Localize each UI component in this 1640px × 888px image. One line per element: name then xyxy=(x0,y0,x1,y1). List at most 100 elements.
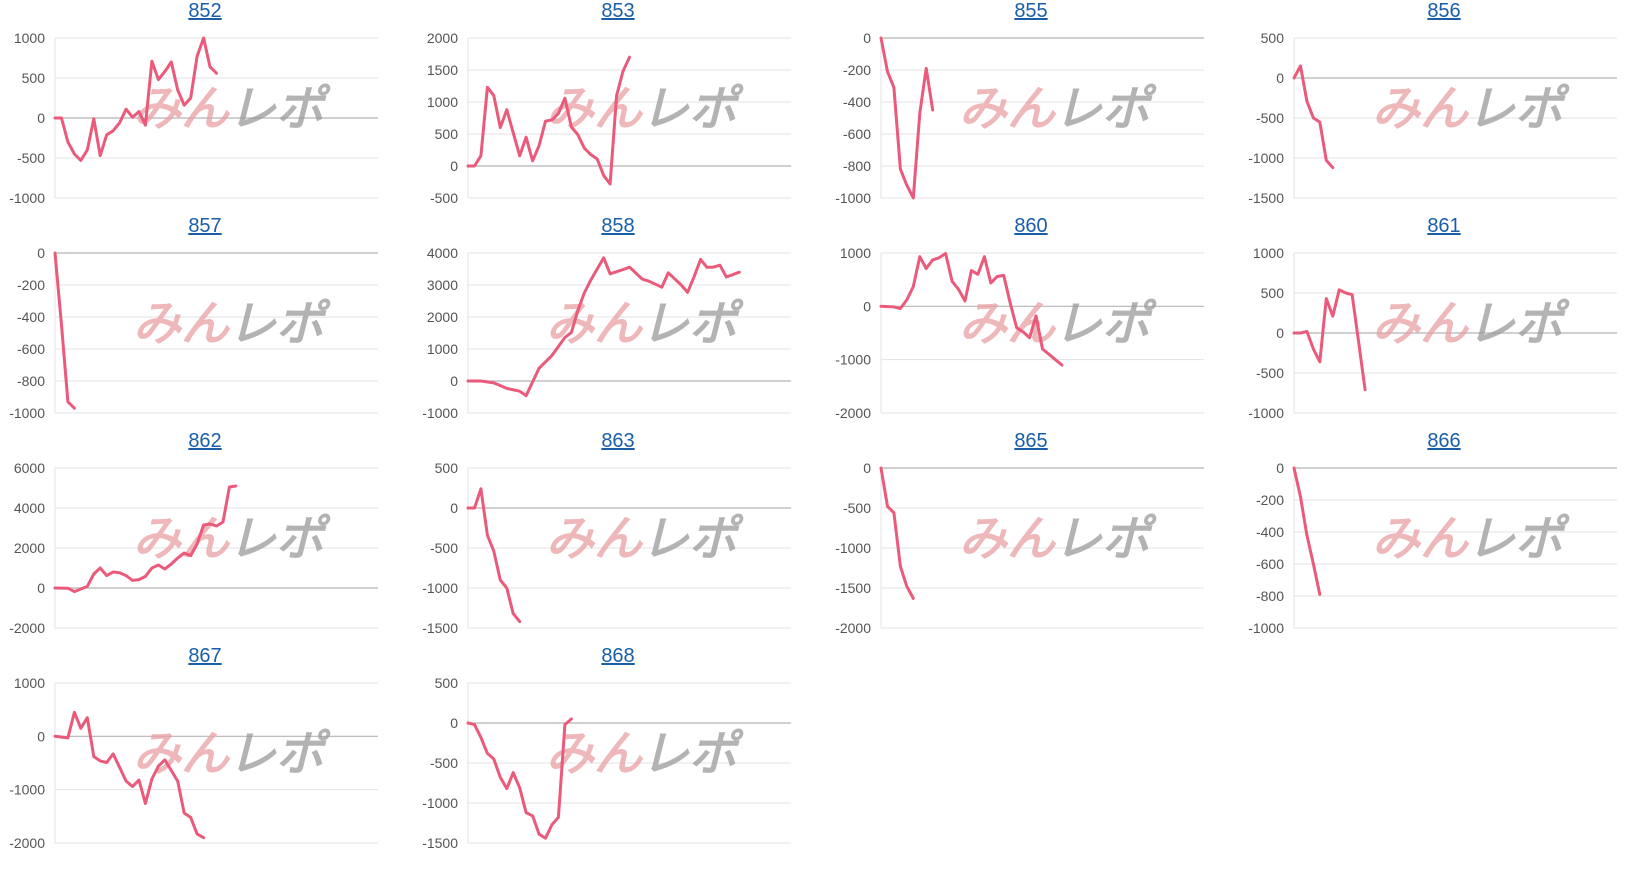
y-tick-label: -500 xyxy=(430,755,458,771)
y-tick-label: -1500 xyxy=(422,620,458,636)
y-tick-label: 0 xyxy=(450,715,458,731)
y-tick-label: -500 xyxy=(1256,110,1284,126)
chart-title-link[interactable]: 868 xyxy=(601,645,635,667)
chart-title-link[interactable]: 866 xyxy=(1427,430,1461,452)
y-tick-label: 0 xyxy=(37,245,45,261)
chart-title-link[interactable]: 857 xyxy=(188,215,222,237)
y-tick-label: -400 xyxy=(1256,524,1284,540)
svg-text:レポ: レポ xyxy=(641,81,744,137)
y-tick-label: 1000 xyxy=(427,341,458,357)
series-line xyxy=(1292,466,1322,596)
chart-863: 863 500 0 -500 -1000 -1500 みん レポ xyxy=(413,430,823,643)
y-tick-label: -2000 xyxy=(9,835,45,851)
chart-title-link[interactable]: 852 xyxy=(188,0,222,22)
y-tick-label: -500 xyxy=(430,190,458,206)
chart-title-link[interactable]: 867 xyxy=(188,645,222,667)
y-tick-label: -400 xyxy=(17,309,45,325)
y-tick-label: 0 xyxy=(1276,460,1284,476)
chart-title-link[interactable]: 861 xyxy=(1427,215,1461,237)
y-tick-label: 2000 xyxy=(427,30,458,46)
svg-text:レポ: レポ xyxy=(641,296,744,352)
series-line xyxy=(53,36,218,162)
y-tick-label: -800 xyxy=(1256,588,1284,604)
y-tick-label: -600 xyxy=(1256,556,1284,572)
series-line xyxy=(1292,64,1335,170)
svg-text:レポ: レポ xyxy=(1054,81,1157,137)
y-tick-label: -200 xyxy=(843,62,871,78)
series-line xyxy=(879,36,935,200)
svg-text:みん: みん xyxy=(959,511,1057,567)
y-tick-label: -1000 xyxy=(1248,150,1284,166)
series-line xyxy=(879,466,915,600)
svg-text:みん: みん xyxy=(133,296,231,352)
y-tick-label: 0 xyxy=(37,110,45,126)
svg-text:レポ: レポ xyxy=(641,726,744,782)
chart-855: 855 0 -200 -400 -600 -800 -1000 みん レポ xyxy=(826,0,1236,213)
y-tick-label: -800 xyxy=(843,158,871,174)
y-tick-label: 0 xyxy=(863,298,871,314)
chart-title-link[interactable]: 862 xyxy=(188,430,222,452)
y-tick-label: 3000 xyxy=(427,277,458,293)
chart-856: 856 500 0 -500 -1000 -1500 みん レポ xyxy=(1239,0,1640,213)
y-tick-label: 500 xyxy=(1261,285,1285,301)
chart-title-link[interactable]: 853 xyxy=(601,0,635,22)
svg-text:みん: みん xyxy=(133,511,231,567)
chart-852: 852 1000 500 0 -500 -1000 みん レポ xyxy=(0,0,410,213)
svg-text:レポ: レポ xyxy=(1467,511,1570,567)
chart-867: 867 1000 0 -1000 -2000 みん レポ xyxy=(0,645,410,858)
chart-title-link[interactable]: 860 xyxy=(1014,215,1048,237)
chart-title-link[interactable]: 855 xyxy=(1014,0,1048,22)
chart-860: 860 1000 0 -1000 -2000 みん レポ xyxy=(826,215,1236,428)
svg-text:レポ: レポ xyxy=(228,81,331,137)
y-tick-label: -2000 xyxy=(835,405,871,421)
y-tick-label: -1000 xyxy=(422,405,458,421)
y-tick-label: 0 xyxy=(1276,70,1284,86)
y-tick-label: 1500 xyxy=(427,62,458,78)
y-tick-label: 500 xyxy=(435,126,459,142)
y-tick-label: -400 xyxy=(843,94,871,110)
y-tick-label: 0 xyxy=(450,373,458,389)
y-tick-label: -1000 xyxy=(9,405,45,421)
chart-858: 858 4000 3000 2000 1000 0 -1000 みん レポ xyxy=(413,215,823,428)
svg-text:みん: みん xyxy=(546,511,644,567)
series-line xyxy=(53,484,238,594)
y-tick-label: -1000 xyxy=(835,352,871,368)
y-tick-label: -1000 xyxy=(1248,405,1284,421)
y-tick-label: 0 xyxy=(37,728,45,744)
chart-title-link[interactable]: 858 xyxy=(601,215,635,237)
svg-text:レポ: レポ xyxy=(1054,296,1157,352)
chart-857: 857 0 -200 -400 -600 -800 -1000 みん レポ xyxy=(0,215,410,428)
svg-text:レポ: レポ xyxy=(641,511,744,567)
series-line xyxy=(1292,288,1367,392)
y-tick-label: -1000 xyxy=(835,540,871,556)
y-tick-label: -200 xyxy=(17,277,45,293)
chart-868: 868 500 0 -500 -1000 -1500 みん レポ xyxy=(413,645,823,858)
chart-title-link[interactable]: 865 xyxy=(1014,430,1048,452)
chart-title-link[interactable]: 856 xyxy=(1427,0,1461,22)
y-tick-label: 0 xyxy=(450,500,458,516)
y-tick-label: 0 xyxy=(1276,325,1284,341)
series-line xyxy=(53,251,76,410)
chart-title-link[interactable]: 863 xyxy=(601,430,635,452)
y-tick-label: 0 xyxy=(863,30,871,46)
